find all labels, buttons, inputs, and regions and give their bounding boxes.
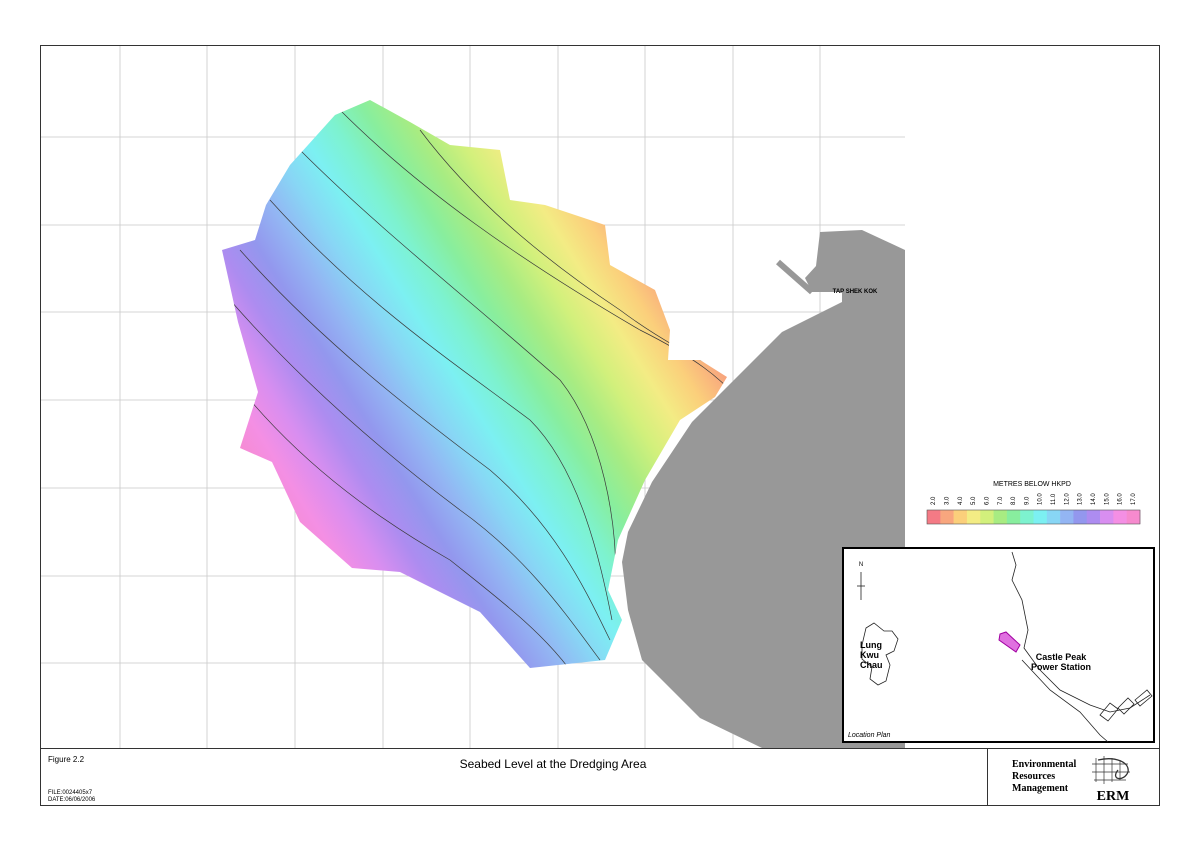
inset-frame (842, 547, 1155, 743)
frame (40, 45, 1160, 806)
legend-label: 2.0 (931, 496, 937, 505)
jetty (776, 259, 814, 295)
inset-caption: Location Plan (848, 732, 891, 739)
contour (269, 199, 613, 621)
date: DATE:06/06/2006 (48, 797, 96, 803)
legend-label: 3.0 (945, 496, 951, 505)
label-line: Management (1012, 783, 1069, 794)
legend-label: 17.0 (1131, 493, 1137, 505)
legend-label: 16.0 (1118, 493, 1124, 505)
logo-mark (1092, 756, 1130, 784)
legend-swatch (1126, 510, 1141, 524)
legend-swatch (953, 510, 968, 524)
legend-swatch (1113, 510, 1127, 524)
legend-label: 15.0 (1104, 493, 1110, 505)
contour (229, 299, 601, 661)
inset-map (857, 551, 1153, 743)
label-line: Kwu (860, 650, 879, 660)
legend: 2.0 3.0 4.0 5.0 6.0 7.0 8.0 9.0 10.0 11.0 12.0 13.0… (926, 493, 1141, 525)
legend-swatch (927, 510, 941, 524)
figure-number: Figure 2.2 (48, 755, 85, 764)
legend-label: 12.0 (1064, 493, 1070, 505)
legend-label: 10.0 (1038, 493, 1044, 505)
label-line: Resources (1012, 771, 1055, 782)
place-label: TAP SHEK KOK (833, 289, 878, 295)
legend-label: 13.0 (1078, 493, 1084, 505)
legend-swatch (1046, 510, 1061, 524)
legend-swatch (980, 510, 994, 524)
company-logo: ERM (1097, 789, 1130, 804)
legend-label: 6.0 (984, 496, 990, 505)
contours (229, 109, 727, 668)
legend-border (926, 509, 1141, 525)
legend-swatch (966, 510, 981, 524)
land (622, 230, 905, 748)
legend-label: 7.0 (998, 496, 1004, 505)
legend-label: 8.0 (1011, 496, 1017, 505)
north-label: N (859, 562, 863, 568)
legend-swatch (1006, 510, 1021, 524)
file-ref: FILE:0024405x7 (48, 790, 93, 796)
legend-swatch (1073, 510, 1088, 524)
legend-swatch (1060, 510, 1074, 524)
legend-label: 5.0 (971, 496, 977, 505)
legend-label: 14.0 (1091, 493, 1097, 505)
seabed-area (222, 100, 727, 668)
legend-title: METRES BELOW HKPD (993, 481, 1071, 488)
site-marker (998, 631, 1021, 653)
legend-swatch (1033, 510, 1048, 524)
label-line: Lung (860, 640, 882, 650)
label-line: Environmental (1012, 759, 1076, 770)
contour (249, 399, 571, 668)
legend-swatch (1020, 510, 1034, 524)
legend-swatch (1086, 510, 1101, 524)
legend-swatch (993, 510, 1008, 524)
legend-swatch (1100, 510, 1114, 524)
contour (239, 249, 611, 641)
figure-title: Seabed Level at the Dredging Area (460, 757, 647, 771)
label-line: Chau (860, 660, 883, 670)
label-line: Power Station (1031, 662, 1091, 672)
contour (339, 109, 727, 391)
legend-label: 11.0 (1051, 493, 1057, 505)
label-line: Castle Peak (1036, 652, 1088, 662)
contour (299, 149, 617, 601)
legend-swatch (940, 510, 954, 524)
legend-label: 9.0 (1024, 496, 1030, 505)
legend-label: 4.0 (958, 496, 964, 505)
